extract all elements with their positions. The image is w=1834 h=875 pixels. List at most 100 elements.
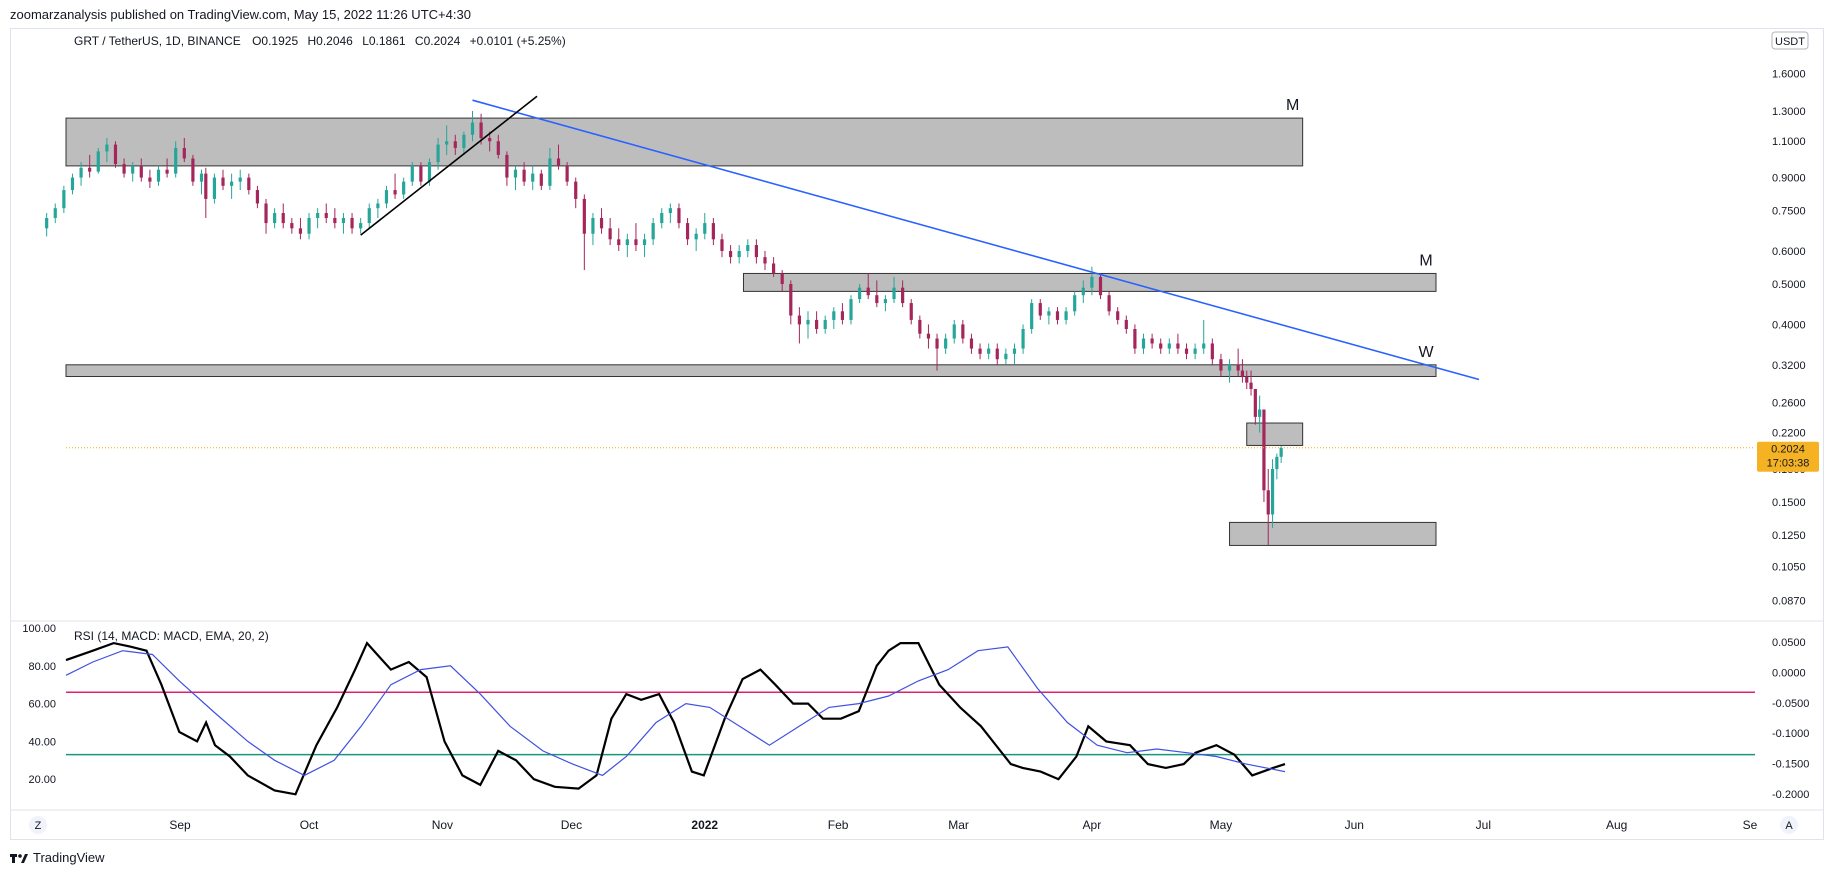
candle-64 bbox=[591, 217, 595, 234]
candle-63 bbox=[582, 198, 586, 234]
candle-149 bbox=[1279, 447, 1283, 457]
symbol-legend: GRT / TetherUS, 1D, BINANCE O0.1925 H0.2… bbox=[74, 34, 566, 48]
candle-66 bbox=[608, 228, 612, 240]
price-tick-13: 0.1250 bbox=[1772, 530, 1806, 542]
candle-42 bbox=[402, 181, 406, 195]
candle-10 bbox=[131, 165, 135, 174]
candle-57 bbox=[531, 173, 535, 182]
candle-2 bbox=[62, 190, 66, 209]
candle-1 bbox=[53, 208, 57, 218]
time-tick-3: Dec bbox=[561, 818, 582, 832]
candle-92 bbox=[832, 311, 836, 320]
candle-51 bbox=[479, 122, 483, 138]
candle-132 bbox=[1176, 343, 1180, 349]
candle-76 bbox=[694, 233, 698, 240]
candle-4 bbox=[79, 167, 83, 178]
trendlines[interactable] bbox=[360, 95, 1480, 381]
candle-108 bbox=[969, 338, 974, 349]
candle-142 bbox=[1249, 382, 1253, 389]
candle-67 bbox=[617, 239, 621, 246]
rsi-levels bbox=[66, 691, 1755, 756]
candle-115 bbox=[1030, 303, 1034, 329]
footer-brand: TradingView bbox=[33, 850, 105, 865]
candle-118 bbox=[1055, 311, 1060, 320]
price-tick-7: 0.4000 bbox=[1772, 319, 1806, 331]
candle-35 bbox=[341, 217, 346, 224]
time-tick-11: Aug bbox=[1606, 818, 1627, 832]
candle-53 bbox=[496, 141, 500, 155]
currency-badge[interactable] bbox=[1771, 31, 1809, 50]
macd-tick-4: -0.1500 bbox=[1772, 759, 1809, 771]
auto-scale-a-button[interactable]: A bbox=[1780, 816, 1798, 834]
price-tick-12: 0.1500 bbox=[1772, 497, 1806, 509]
candle-95 bbox=[858, 287, 862, 300]
candle-127 bbox=[1133, 328, 1137, 349]
price-tick-0: 1.6000 bbox=[1772, 68, 1806, 80]
price-axis[interactable]: 1.6000 1.3000 1.1000 0.9000 0.7500 0.6000 0.50… bbox=[1772, 68, 1806, 607]
candle-116 bbox=[1038, 303, 1042, 316]
time-axis[interactable]: Sep Oct Nov Dec 2022 Feb Mar Apr May Jun Jul Aug Se bbox=[169, 818, 1757, 832]
candle-133 bbox=[1184, 348, 1189, 354]
candle-0 bbox=[45, 217, 49, 229]
candle-121 bbox=[1081, 287, 1085, 296]
candle-73 bbox=[668, 208, 672, 214]
candle-131 bbox=[1167, 343, 1171, 349]
candle-124 bbox=[1107, 295, 1111, 312]
candle-72 bbox=[660, 213, 664, 224]
candle-16 bbox=[182, 147, 186, 159]
candle-111 bbox=[995, 348, 999, 360]
candle-28 bbox=[281, 213, 285, 224]
price-tick-2: 1.1000 bbox=[1772, 136, 1806, 148]
candle-44 bbox=[419, 165, 423, 182]
rsi-tick-2: 60.00 bbox=[28, 699, 56, 711]
candle-27 bbox=[273, 213, 277, 224]
candle-112 bbox=[1004, 353, 1008, 360]
candle-18 bbox=[199, 173, 204, 182]
candle-55 bbox=[513, 169, 518, 178]
support-resistance-zones[interactable]: M M W bbox=[65, 97, 1437, 546]
rsi-tick-1: 80.00 bbox=[28, 661, 56, 673]
candle-123 bbox=[1098, 276, 1103, 296]
candle-143 bbox=[1253, 388, 1257, 417]
candle-60 bbox=[556, 158, 561, 166]
candle-100 bbox=[901, 287, 905, 304]
macd-tick-3: -0.1000 bbox=[1772, 728, 1809, 740]
candle-37 bbox=[359, 223, 363, 229]
candle-146 bbox=[1266, 490, 1270, 515]
candle-9 bbox=[122, 164, 126, 174]
candle-71 bbox=[651, 223, 655, 240]
candle-105 bbox=[944, 338, 948, 349]
candle-29 bbox=[290, 223, 294, 229]
a-label: A bbox=[1785, 820, 1793, 832]
candle-89 bbox=[806, 319, 810, 325]
candle-79 bbox=[720, 239, 724, 251]
candle-94 bbox=[849, 299, 853, 320]
candle-36 bbox=[350, 217, 354, 229]
auto-scale-z-button[interactable]: Z bbox=[29, 816, 47, 834]
time-tick-2: Nov bbox=[432, 818, 453, 832]
candle-59 bbox=[548, 158, 552, 186]
candle-147 bbox=[1270, 468, 1275, 515]
candle-82 bbox=[746, 245, 750, 251]
tradingview-logo-icon bbox=[10, 853, 28, 863]
candle-3 bbox=[70, 177, 75, 191]
candle-126 bbox=[1124, 319, 1128, 329]
indicator-pane: 100.00 80.00 60.00 40.00 20.00 0.0500 0.0000 -… bbox=[22, 623, 1809, 801]
price-tick-8: 0.3200 bbox=[1772, 360, 1806, 372]
zone-4 bbox=[1229, 521, 1437, 546]
macd-tick-5: -0.2000 bbox=[1772, 789, 1809, 801]
candle-125 bbox=[1116, 311, 1120, 320]
candle-65 bbox=[599, 217, 604, 229]
candle-14 bbox=[165, 169, 169, 174]
ohlc-high: 0.2046 bbox=[316, 34, 353, 48]
candle-54 bbox=[505, 154, 509, 178]
candle-34 bbox=[333, 217, 337, 224]
candle-130 bbox=[1159, 343, 1163, 349]
candle-8 bbox=[113, 144, 118, 165]
candle-43 bbox=[410, 165, 414, 182]
candle-117 bbox=[1047, 311, 1051, 316]
time-tick-10: Jul bbox=[1476, 818, 1491, 832]
rsi-axis: 100.00 80.00 60.00 40.00 20.00 bbox=[22, 623, 56, 786]
candle-110 bbox=[987, 348, 991, 354]
